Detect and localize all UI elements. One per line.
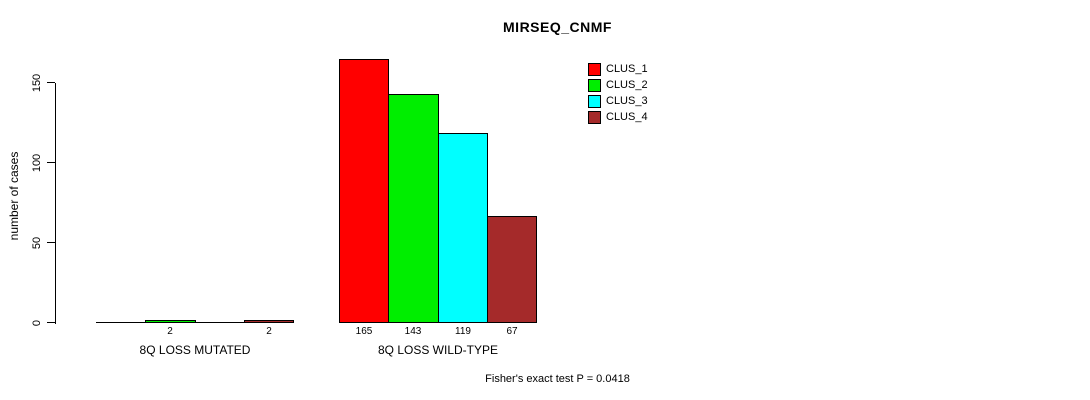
legend-entry: CLUS_4 (588, 109, 648, 125)
chart-title: MIRSEQ_CNMF (503, 19, 612, 35)
y-axis-line (55, 83, 56, 324)
legend-entry: CLUS_1 (588, 61, 648, 77)
bar-value-label: 143 (404, 326, 422, 337)
bar-value-label: 2 (167, 326, 173, 337)
legend-label: CLUS_4 (606, 110, 648, 123)
bar-clus_3-wildtype (438, 133, 488, 323)
bar-clus_2-mutated (145, 320, 196, 323)
y-tick (47, 82, 55, 83)
legend-entry: CLUS_3 (588, 93, 648, 109)
bar-clus_4-mutated (244, 320, 294, 323)
bar-clus_4-wildtype (487, 216, 537, 323)
y-tick-label: 100 (31, 153, 43, 173)
fisher-test-annotation: Fisher's exact test P = 0.0418 (485, 373, 630, 385)
legend-label: CLUS_2 (606, 78, 648, 91)
y-tick-label: 150 (31, 73, 43, 93)
legend: CLUS_1 CLUS_2 CLUS_3 CLUS_4 (588, 61, 648, 125)
legend-label: CLUS_1 (606, 62, 648, 75)
legend-swatch-clus_3 (588, 94, 601, 108)
bar-clus_1-wildtype (339, 59, 389, 323)
bar-clus_2-wildtype (388, 94, 439, 323)
y-tick-label: 0 (31, 319, 43, 327)
y-tick-label: 50 (31, 236, 43, 250)
bar-value-label: 165 (355, 326, 373, 337)
legend-swatch-clus_2 (588, 78, 601, 92)
x-category-label-wildtype: 8Q LOSS WILD-TYPE (377, 343, 499, 357)
bar-value-label: 119 (455, 326, 471, 337)
bar-value-label: 2 (266, 326, 272, 337)
legend-swatch-clus_4 (588, 110, 601, 124)
y-axis-label: number of cases (7, 151, 21, 241)
y-tick (47, 322, 55, 323)
y-tick (47, 242, 55, 243)
legend-swatch-clus_1 (588, 62, 601, 76)
y-tick (47, 162, 55, 163)
legend-entry: CLUS_2 (588, 77, 648, 93)
x-category-label-mutated: 8Q LOSS MUTATED (139, 343, 251, 357)
legend-label: CLUS_3 (606, 94, 648, 107)
bar-value-label: 67 (506, 326, 518, 337)
